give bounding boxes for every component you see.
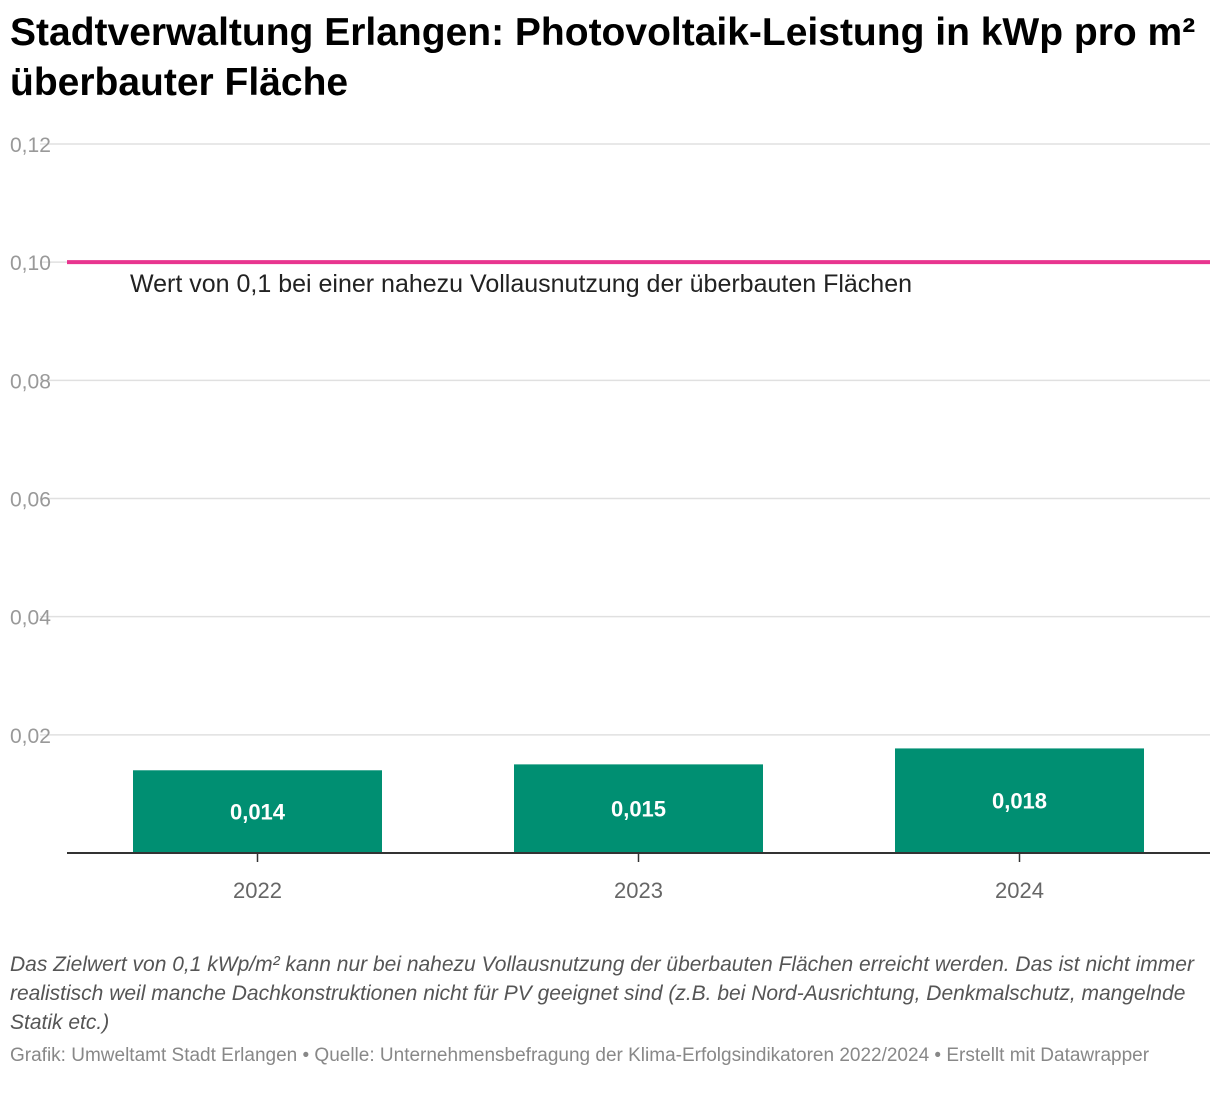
y-tick-label: 0,04 <box>10 607 51 630</box>
chart-note: Das Zielwert von 0,1 kWp/m² kann nur bei… <box>10 953 1194 1034</box>
y-tick-label: 0,02 <box>10 725 51 748</box>
x-tick-label: 2023 <box>614 878 663 903</box>
bar-value-label: 0,014 <box>230 800 286 825</box>
bar <box>133 770 382 853</box>
grid-layer: 0,02 0,04 0,06 0,08 0,10 0,12 <box>10 134 1210 748</box>
chart-title: Stadtverwaltung Erlangen: Photovoltaik-L… <box>10 11 1196 104</box>
y-tick-label: 0,10 <box>10 252 51 275</box>
reference-layer: Wert von 0,1 bei einer nahezu Vollausnut… <box>67 260 1210 298</box>
reference-line-label: Wert von 0,1 bei einer nahezu Vollausnut… <box>130 270 912 298</box>
y-tick-label: 0,08 <box>10 370 51 393</box>
bar-value-label: 0,018 <box>992 789 1047 814</box>
bar <box>514 764 763 853</box>
y-tick-label: 0,12 <box>10 134 51 157</box>
bar-chart: 0,02 0,04 0,06 0,08 0,10 0,12 Wert von 0,1 be… <box>10 134 1210 903</box>
bar-layer: 0,014 0,015 0,018 <box>133 748 1144 853</box>
x-tick-label: 2022 <box>233 878 282 903</box>
x-tick-label: 2024 <box>995 878 1044 903</box>
bar <box>895 748 1144 853</box>
y-tick-label: 0,06 <box>10 489 51 512</box>
bar-value-label: 0,015 <box>611 797 666 822</box>
x-axis-labels: 2022 2023 2024 <box>233 853 1044 903</box>
chart-footer: Grafik: Umweltamt Stadt Erlangen • Quell… <box>10 1045 1150 1066</box>
